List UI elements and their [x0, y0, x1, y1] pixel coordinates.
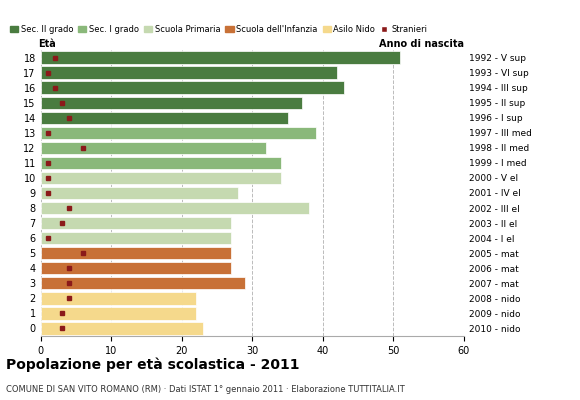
Bar	[41, 51, 400, 64]
Text: Popolazione per età scolastica - 2011: Popolazione per età scolastica - 2011	[6, 358, 299, 372]
Bar	[41, 112, 288, 124]
Text: Anno di nascita: Anno di nascita	[379, 38, 464, 48]
Bar	[41, 66, 337, 79]
Bar	[41, 277, 245, 290]
Text: COMUNE DI SAN VITO ROMANO (RM) · Dati ISTAT 1° gennaio 2011 · Elaborazione TUTTI: COMUNE DI SAN VITO ROMANO (RM) · Dati IS…	[6, 385, 405, 394]
Bar	[41, 217, 231, 229]
Bar	[41, 127, 316, 139]
Legend: Sec. II grado, Sec. I grado, Scuola Primaria, Scuola dell'Infanzia, Asilo Nido, : Sec. II grado, Sec. I grado, Scuola Prim…	[6, 21, 430, 37]
Bar	[41, 187, 238, 199]
Bar	[41, 142, 266, 154]
Bar	[41, 232, 231, 244]
Bar	[41, 307, 196, 320]
Bar	[41, 96, 302, 109]
Bar	[41, 157, 281, 169]
Bar	[41, 247, 231, 259]
Bar	[41, 82, 344, 94]
Bar	[41, 292, 196, 304]
Bar	[41, 262, 231, 274]
Text: Età: Età	[38, 38, 56, 48]
Bar	[41, 202, 309, 214]
Bar	[41, 322, 203, 335]
Bar	[41, 172, 281, 184]
